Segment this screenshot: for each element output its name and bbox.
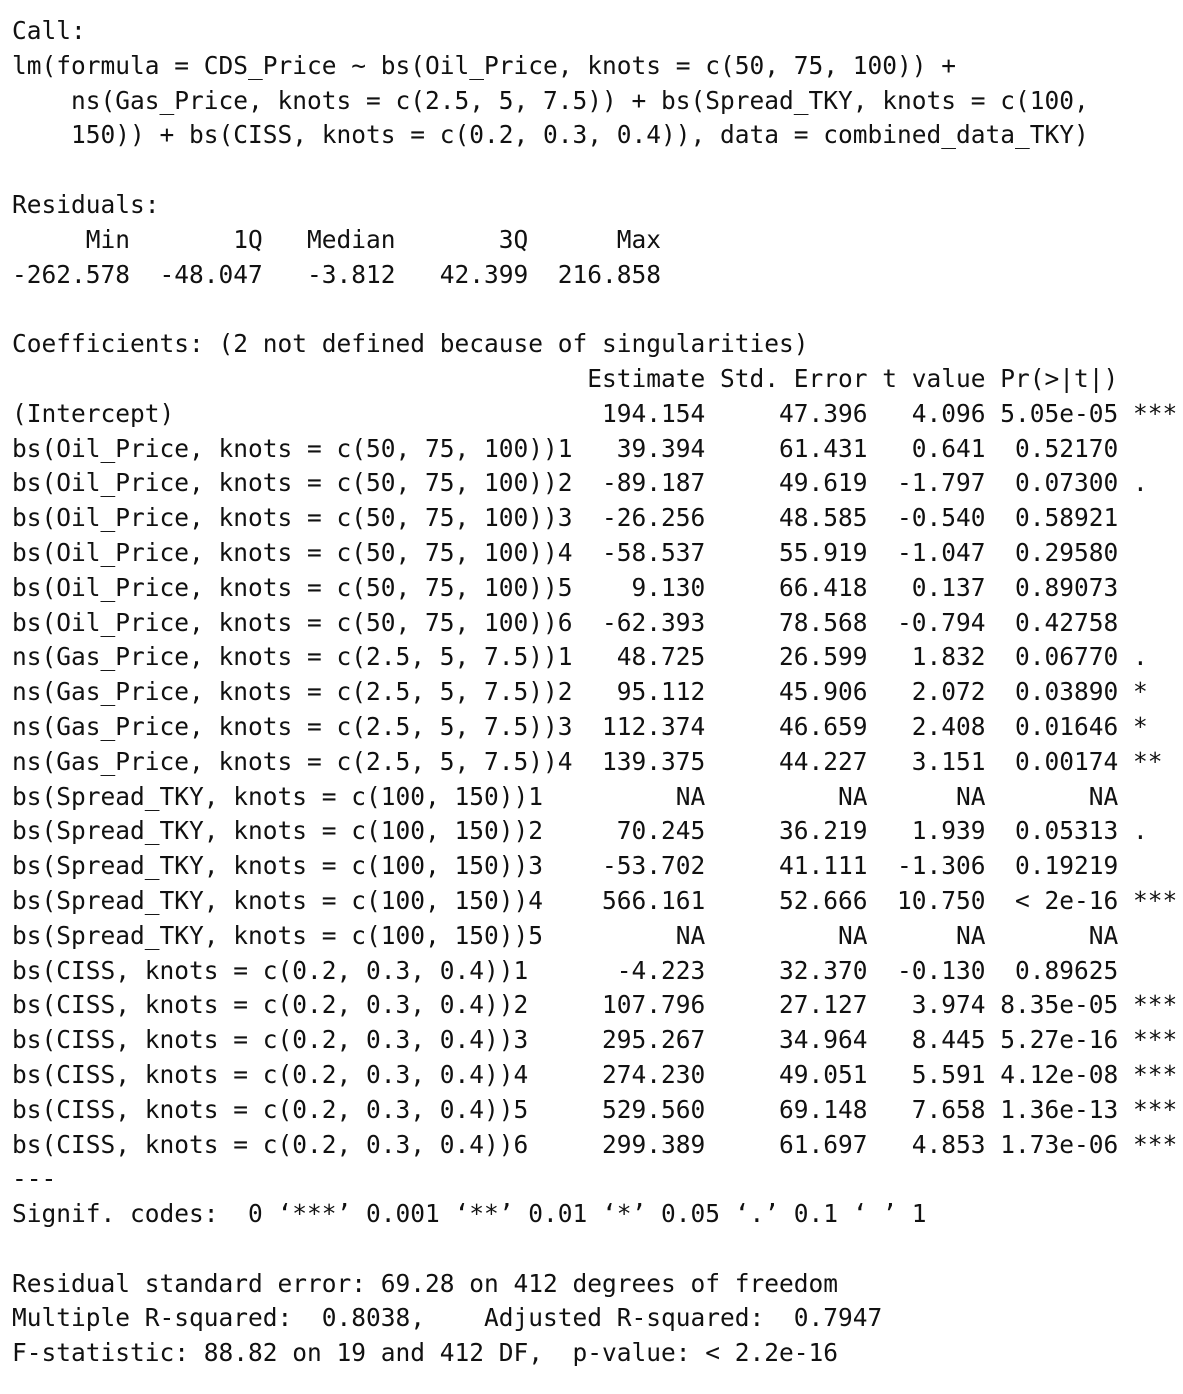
coefficient-row: bs(CISS, knots = c(0.2, 0.3, 0.4))3 295.…: [12, 1025, 1178, 1055]
residuals-header: Min 1Q Median 3Q Max: [12, 224, 676, 254]
coefficient-row: bs(Oil_Price, knots = c(50, 75, 100))4 -…: [12, 537, 1178, 567]
coefficient-row: ns(Gas_Price, knots = c(2.5, 5, 7.5))1 4…: [12, 642, 1178, 672]
coefficient-row: bs(Spread_TKY, knots = c(100, 150))5 NA …: [12, 920, 1178, 950]
call-formula-line: ns(Gas_Price, knots = c(2.5, 5, 7.5)) + …: [12, 85, 1104, 115]
call-formula-line: 150)) + bs(CISS, knots = c(0.2, 0.3, 0.4…: [12, 120, 1089, 150]
coefficient-row: ns(Gas_Price, knots = c(2.5, 5, 7.5))4 1…: [12, 746, 1178, 776]
r-squared-line: Multiple R-squared: 0.8038, Adjusted R-s…: [12, 1303, 898, 1333]
separator-line: ---: [12, 1164, 57, 1194]
coefficient-row: bs(Oil_Price, knots = c(50, 75, 100))3 -…: [12, 503, 1178, 533]
coefficient-row: bs(CISS, knots = c(0.2, 0.3, 0.4))5 529.…: [12, 1094, 1178, 1124]
coefficient-row: bs(Oil_Price, knots = c(50, 75, 100))2 -…: [12, 468, 1178, 498]
call-formula-line: lm(formula = CDS_Price ~ bs(Oil_Price, k…: [12, 50, 971, 80]
coefficient-row: bs(CISS, knots = c(0.2, 0.3, 0.4))4 274.…: [12, 1059, 1178, 1089]
coefficient-row: bs(Oil_Price, knots = c(50, 75, 100))1 3…: [12, 433, 1178, 463]
coefficient-row: ns(Gas_Price, knots = c(2.5, 5, 7.5))2 9…: [12, 677, 1178, 707]
blank-line: [12, 153, 1177, 188]
coefficients-header: Estimate Std. Error t value Pr(>|t|): [12, 363, 1178, 393]
coefficient-row: bs(Oil_Price, knots = c(50, 75, 100))6 -…: [12, 607, 1178, 637]
coefficient-row: bs(Spread_TKY, knots = c(100, 150))4 566…: [12, 885, 1178, 915]
residuals-label: Residuals:: [12, 189, 160, 219]
coefficient-row: bs(Spread_TKY, knots = c(100, 150))2 70.…: [12, 816, 1178, 846]
coefficient-row: (Intercept) 194.154 47.396 4.096 5.05e-0…: [12, 398, 1178, 428]
coefficient-row: bs(CISS, knots = c(0.2, 0.3, 0.4))1 -4.2…: [12, 955, 1178, 985]
r-console-output: Call: lm(formula = CDS_Price ~ bs(Oil_Pr…: [12, 14, 1177, 1371]
coefficient-row: bs(CISS, knots = c(0.2, 0.3, 0.4))2 107.…: [12, 990, 1178, 1020]
coefficient-row: bs(Oil_Price, knots = c(50, 75, 100))5 9…: [12, 572, 1178, 602]
coefficient-row: bs(Spread_TKY, knots = c(100, 150))3 -53…: [12, 851, 1178, 881]
coefficient-row: bs(CISS, knots = c(0.2, 0.3, 0.4))6 299.…: [12, 1129, 1178, 1159]
f-statistic-line: F-statistic: 88.82 on 19 and 412 DF, p-v…: [12, 1338, 839, 1368]
coefficient-row: ns(Gas_Price, knots = c(2.5, 5, 7.5))3 1…: [12, 711, 1178, 741]
signif-codes-legend: Signif. codes: 0 ‘***’ 0.001 ‘**’ 0.01 ‘…: [12, 1199, 927, 1229]
blank-line: [12, 292, 1177, 327]
coefficients-label: Coefficients: (2 not defined because of …: [12, 329, 809, 359]
coefficient-row: bs(Spread_TKY, knots = c(100, 150))1 NA …: [12, 781, 1178, 811]
call-label: Call:: [12, 16, 86, 45]
residual-standard-error: Residual standard error: 69.28 on 412 de…: [12, 1268, 839, 1298]
blank-line: [12, 1232, 1177, 1267]
residuals-values: -262.578 -48.047 -3.812 42.399 216.858: [12, 259, 676, 289]
